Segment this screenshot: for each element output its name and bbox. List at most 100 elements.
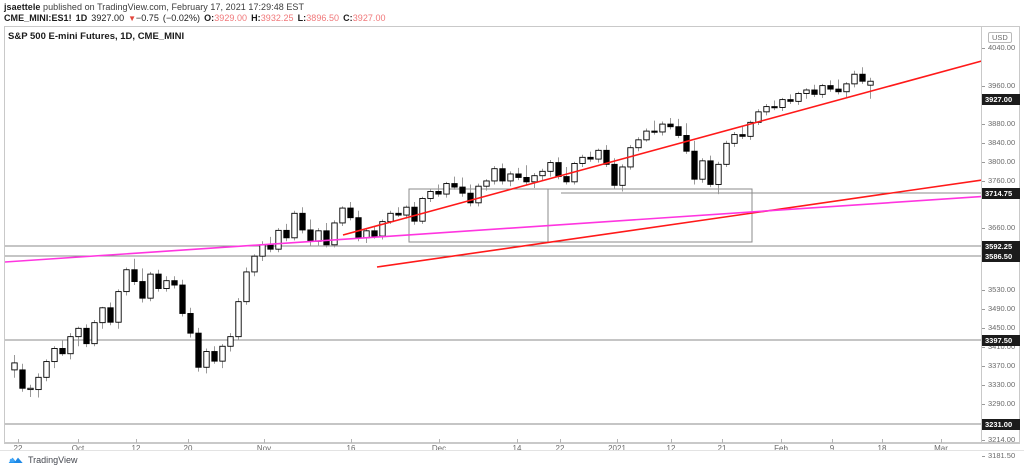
candle-body <box>131 269 138 282</box>
candle-body <box>827 85 834 90</box>
time-tick-mark <box>136 439 137 443</box>
price-tick: 3290.00 <box>982 399 1020 409</box>
price-level-badge[interactable]: 3592.25 <box>982 241 1020 252</box>
candle-body <box>635 139 642 149</box>
low-value: 3896.50 <box>306 13 340 23</box>
change-percent: (−0.02%) <box>162 13 201 23</box>
candle-body <box>67 336 74 355</box>
candle-body <box>523 177 530 183</box>
candle-body <box>307 229 314 242</box>
time-tick-mark <box>781 439 782 443</box>
candle-body <box>155 273 162 289</box>
candle-body <box>395 212 402 216</box>
candle-body <box>147 273 154 299</box>
candle-body <box>291 212 298 239</box>
candle-body <box>707 160 714 185</box>
candle-body <box>603 149 610 165</box>
candle-body <box>139 281 146 299</box>
candle-body <box>475 185 482 204</box>
candle-body <box>835 88 842 93</box>
symbol-ticker[interactable]: CME_MINI:ES1! <box>4 13 72 23</box>
candle-body <box>715 163 722 185</box>
upper-wedge-line[interactable] <box>342 59 981 236</box>
time-tick-label: Dec <box>431 444 447 453</box>
candle-body <box>243 271 250 303</box>
candle-body <box>19 369 26 389</box>
price-level-badge[interactable]: 3714.75 <box>982 188 1020 199</box>
candle-body <box>675 126 682 136</box>
candle-body <box>267 244 274 250</box>
time-scale[interactable]: 22 Oct 12 20 Nov 16 Dec 14 22 2021 12 21 Feb 9 18 Mar <box>4 439 1020 461</box>
candle-body <box>363 230 370 239</box>
price-tick: 3960.00 <box>982 81 1020 91</box>
price-tick-label: 3490.00 <box>988 304 1016 313</box>
time-tick-mark <box>671 439 672 443</box>
symbol-quote-line: CME_MINI:ES1! 1D 3927.00 ▼−0.75 (−0.02%) O:39… <box>4 13 386 23</box>
candle-body <box>651 130 658 133</box>
candle-body <box>427 190 434 199</box>
lower-wedge-line[interactable] <box>376 179 981 268</box>
price-tick: 3330.00 <box>982 380 1020 390</box>
candle-body <box>459 186 466 194</box>
time-tick-label: Nov <box>256 444 272 453</box>
price-tick-label: 3181.50 <box>988 451 1016 460</box>
time-tick-label: Oct <box>71 444 85 453</box>
price-level-badge[interactable]: 3586.50 <box>982 251 1020 262</box>
candle-body <box>619 166 626 186</box>
candle-body <box>27 387 34 391</box>
candle-body <box>275 229 282 250</box>
candle-body <box>491 168 498 182</box>
price-tick: 3660.00 <box>982 223 1020 233</box>
candle-body <box>667 123 674 128</box>
price-tick-label: 3370.00 <box>988 361 1016 370</box>
candle-body <box>795 93 802 102</box>
price-tick: 4040.00 <box>982 43 1020 53</box>
time-tick-mark <box>832 439 833 443</box>
chart-frame <box>4 26 1020 443</box>
price-tick: 3760.00 <box>982 176 1020 186</box>
candle-body <box>259 244 266 257</box>
candle-body <box>859 73 866 82</box>
publisher-line: jsaettele published on TradingView.com, … <box>4 2 304 12</box>
candle-body <box>867 80 874 86</box>
time-tick-label: 2021 <box>608 444 626 453</box>
high-label: H: <box>251 13 261 23</box>
close-label: C: <box>343 13 353 23</box>
price-tick-label: 3530.00 <box>988 285 1016 294</box>
candle-body <box>187 313 194 334</box>
time-tick-mark <box>188 439 189 443</box>
candle-body <box>35 376 42 391</box>
candle-body <box>515 173 522 178</box>
candle-body <box>531 175 538 183</box>
candle-body <box>771 106 778 109</box>
candle-body <box>219 345 226 362</box>
candle-body <box>811 89 818 95</box>
candle-body <box>115 291 122 323</box>
candle-body <box>539 170 546 177</box>
price-level-badge[interactable]: 3231.00 <box>982 419 1020 430</box>
candle-body <box>83 327 90 345</box>
price-level-badge[interactable]: 3397.50 <box>982 335 1020 346</box>
chart-plot-area[interactable] <box>5 27 981 425</box>
candle-body <box>467 192 474 204</box>
price-tick-label: 3214.00 <box>988 435 1016 444</box>
high-value: 3932.25 <box>260 13 294 23</box>
change-absolute: −0.75 <box>135 13 159 23</box>
price-scale[interactable]: 4040.00 3960.00 3880.00 3840.00 3800.00 3760.… <box>982 27 1020 460</box>
candle-body <box>123 269 130 293</box>
symbol-interval[interactable]: 1D <box>75 13 88 23</box>
price-tick: 3840.00 <box>982 138 1020 148</box>
magenta-support-line[interactable] <box>5 195 981 263</box>
close-value: 3927.00 <box>352 13 386 23</box>
price-level-badge[interactable]: 3927.00 <box>982 94 1020 105</box>
time-scale-separator <box>4 443 1020 444</box>
price-tick: 3530.00 <box>982 285 1020 295</box>
candle-body <box>779 99 786 108</box>
time-tick-mark <box>617 439 618 443</box>
candle-body <box>555 162 562 178</box>
price-tick: 3450.00 <box>982 323 1020 333</box>
time-tick-label: 12 <box>666 444 676 453</box>
price-tick: 3370.00 <box>982 361 1020 371</box>
candle-body <box>803 89 810 94</box>
